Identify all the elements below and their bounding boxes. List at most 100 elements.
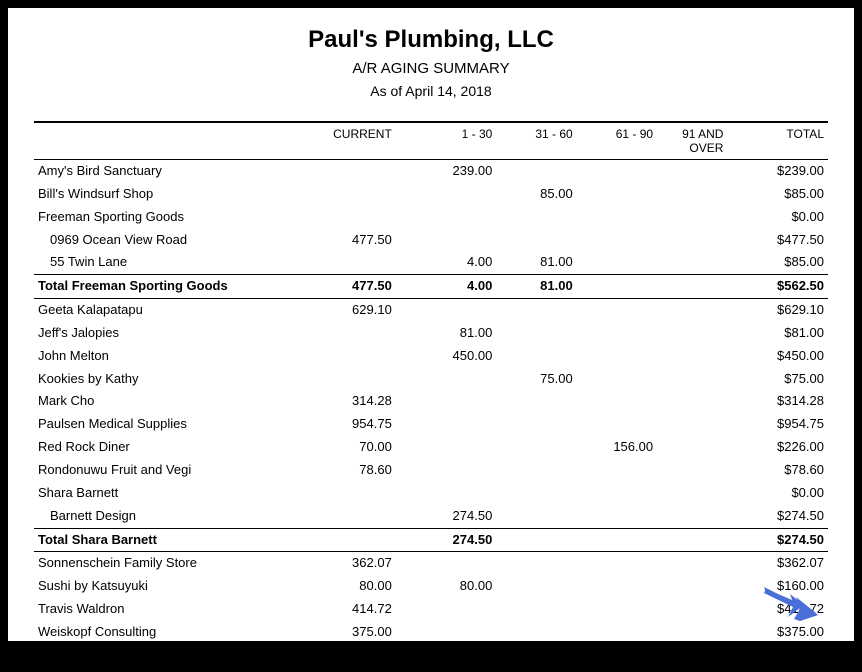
cell-r91	[657, 598, 727, 621]
cell-r31_60: 75.00	[496, 368, 576, 391]
cell-r31_60: 81.00	[496, 275, 576, 299]
cell-name: Barnett Design	[34, 505, 295, 528]
cell-r1_30: 450.00	[396, 345, 497, 368]
cell-current: 78.60	[295, 459, 396, 482]
cell-r31_60	[496, 299, 576, 322]
col-header-name	[34, 122, 295, 160]
cell-r1_30	[396, 621, 497, 644]
cell-r91	[657, 299, 727, 322]
cell-current	[295, 251, 396, 274]
cell-r1_30: $1,128.50	[396, 644, 497, 669]
cell-name: 55 Twin Lane	[34, 251, 295, 274]
cell-name: TOTAL	[34, 644, 295, 669]
cell-r1_30	[396, 368, 497, 391]
cell-r91	[657, 505, 727, 528]
cell-r1_30	[396, 390, 497, 413]
cell-name: Shara Barnett	[34, 482, 295, 505]
cell-r31_60	[496, 322, 576, 345]
cell-name: John Melton	[34, 345, 295, 368]
table-row: Sonnenschein Family Store362.07$362.07	[34, 552, 828, 575]
cell-r31_60	[496, 436, 576, 459]
cell-r1_30	[396, 482, 497, 505]
report-title: A/R AGING SUMMARY	[34, 60, 828, 77]
cell-r61_90	[577, 413, 657, 436]
cell-current: 414.72	[295, 598, 396, 621]
cell-r1_30: 4.00	[396, 251, 497, 274]
cell-total: $5,281.52	[727, 644, 828, 669]
cell-total: $629.10	[727, 299, 828, 322]
cell-r91	[657, 528, 727, 552]
cell-name: Freeman Sporting Goods	[34, 206, 295, 229]
cell-r61_90	[577, 598, 657, 621]
cell-total: $85.00	[727, 251, 828, 274]
table-row: John Melton 450.00 $450.00	[34, 345, 828, 368]
report-header: Paul's Plumbing, LLC A/R AGING SUMMARY A…	[34, 26, 828, 99]
cell-total: $0.00	[727, 482, 828, 505]
cell-r31_60	[496, 459, 576, 482]
table-row: Rondonuwu Fruit and Vegi78.60$78.60	[34, 459, 828, 482]
cell-r31_60	[496, 345, 576, 368]
cell-r31_60	[496, 505, 576, 528]
cell-r1_30: 81.00	[396, 322, 497, 345]
cell-name: Bill's Windsurf Shop	[34, 183, 295, 206]
cell-r31_60	[496, 229, 576, 252]
cell-r91	[657, 183, 727, 206]
table-row: Total Shara Barnett274.50$274.50	[34, 528, 828, 552]
table-row: 55 Twin Lane4.0081.00$85.00	[34, 251, 828, 274]
cell-current: 70.00	[295, 436, 396, 459]
cell-name: 0969 Ocean View Road	[34, 229, 295, 252]
cell-name: Red Rock Diner	[34, 436, 295, 459]
table-row: 0969 Ocean View Road477.50 $477.50	[34, 229, 828, 252]
cell-r61_90	[577, 528, 657, 552]
cell-name: Jeff's Jalopies	[34, 322, 295, 345]
cell-current	[295, 528, 396, 552]
cell-total: $477.50	[727, 229, 828, 252]
cell-r1_30: 274.50	[396, 528, 497, 552]
cell-r91	[657, 552, 727, 575]
cell-r61_90	[577, 368, 657, 391]
cell-r1_30: 4.00	[396, 275, 497, 299]
cell-name: Travis Waldron	[34, 598, 295, 621]
cell-total: $160.00	[727, 575, 828, 598]
cell-total: $239.00	[727, 160, 828, 183]
cell-r91	[657, 436, 727, 459]
cell-r91	[657, 368, 727, 391]
cell-current	[295, 368, 396, 391]
cell-r61_90	[577, 621, 657, 644]
cell-r31_60	[496, 206, 576, 229]
cell-r61_90	[577, 482, 657, 505]
cell-current	[295, 505, 396, 528]
cell-name: Geeta Kalapatapu	[34, 299, 295, 322]
cell-total: $414.72	[727, 598, 828, 621]
cell-current: 954.75	[295, 413, 396, 436]
cell-total: $75.00	[727, 368, 828, 391]
cell-total: $226.00	[727, 436, 828, 459]
cell-current: 477.50	[295, 229, 396, 252]
cell-total: $0.00	[727, 206, 828, 229]
table-row: Weiskopf Consulting375.00$375.00	[34, 621, 828, 644]
cell-total: $450.00	[727, 345, 828, 368]
cell-r61_90	[577, 345, 657, 368]
cell-name: Total Freeman Sporting Goods	[34, 275, 295, 299]
cell-total: $274.50	[727, 528, 828, 552]
cell-total: $362.07	[727, 552, 828, 575]
cell-total: $78.60	[727, 459, 828, 482]
cell-r1_30	[396, 436, 497, 459]
cell-r61_90	[577, 459, 657, 482]
cell-r61_90	[577, 390, 657, 413]
cell-r1_30	[396, 206, 497, 229]
cell-current	[295, 322, 396, 345]
cell-r61_90	[577, 505, 657, 528]
cell-current: 477.50	[295, 275, 396, 299]
cell-r91	[657, 413, 727, 436]
table-row: Geeta Kalapatapu629.10$629.10	[34, 299, 828, 322]
table-row: Jeff's Jalopies81.00$81.00	[34, 322, 828, 345]
cell-r31_60	[496, 528, 576, 552]
cell-r31_60	[496, 482, 576, 505]
cell-r1_30	[396, 459, 497, 482]
cell-total: $314.28	[727, 390, 828, 413]
cell-current	[295, 183, 396, 206]
cell-total: $562.50	[727, 275, 828, 299]
table-row: TOTAL$3,756.02$1,128.50$241.00$156.00$0.…	[34, 644, 828, 669]
cell-current: 375.00	[295, 621, 396, 644]
